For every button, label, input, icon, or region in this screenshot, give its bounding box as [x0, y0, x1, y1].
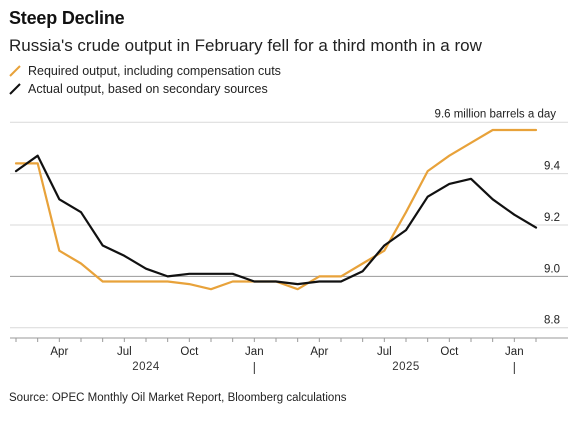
legend: Required output, including compensation …: [9, 62, 281, 98]
series-line-actual: [14, 154, 538, 286]
chart-subtitle: Russia's crude output in February fell f…: [9, 36, 482, 55]
x-tick-label: Apr: [50, 346, 68, 358]
orange-line-swatch-icon: [9, 65, 21, 77]
x-tick-label: Jan: [505, 346, 524, 358]
year-label: 2025: [392, 361, 420, 373]
x-tick-label: Jul: [117, 346, 132, 358]
legend-label-required: Required output, including compensation …: [28, 64, 281, 78]
series-line-required: [14, 128, 538, 291]
y-tick-label: 9.4: [544, 161, 561, 173]
x-tick-label: Oct: [180, 346, 199, 358]
unit-annotation: 9.6 million barrels a day: [435, 108, 557, 120]
y-tick-label: 9.2: [544, 212, 560, 224]
legend-item-required: Required output, including compensation …: [9, 62, 281, 80]
source-note: Source: OPEC Monthly Oil Market Report, …: [9, 392, 347, 404]
y-tick-label: 9.0: [544, 263, 560, 275]
chart-title: Steep Decline: [9, 8, 125, 28]
legend-item-actual: Actual output, based on secondary source…: [9, 80, 281, 98]
legend-label-actual: Actual output, based on secondary source…: [28, 82, 268, 96]
y-tick-label: 8.8: [544, 315, 560, 327]
x-tick-label: Oct: [440, 346, 459, 358]
x-tick-label: Apr: [310, 346, 328, 358]
black-line-swatch-icon: [9, 83, 21, 95]
x-tick-label: Jan: [245, 346, 264, 358]
year-label: 2024: [132, 361, 160, 373]
x-tick-label: Jul: [377, 346, 392, 358]
